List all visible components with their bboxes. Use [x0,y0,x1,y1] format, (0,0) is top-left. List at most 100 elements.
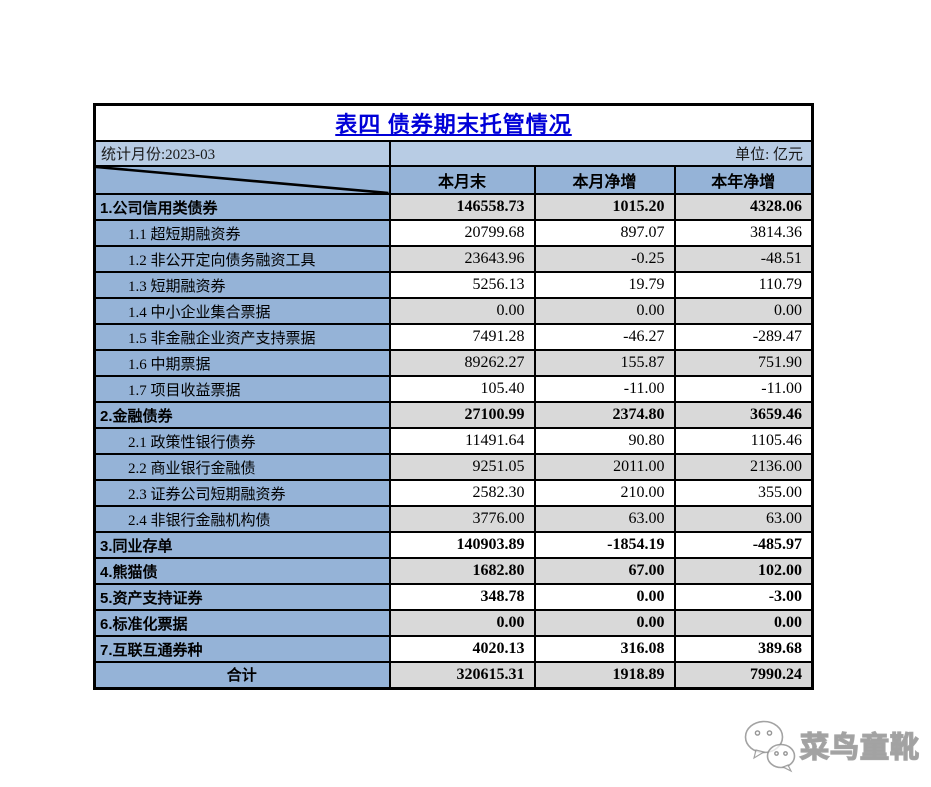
row-label: 3.同业存单 [93,531,391,559]
cell-value: 110.79 [673,271,814,299]
cell-value: 9251.05 [388,453,536,481]
wechat-icon [744,720,796,773]
cell-value: 23643.96 [388,245,536,273]
cell-value: 5256.13 [388,271,536,299]
table-row: 7.互联互通券种 4020.13 316.08 389.68 [93,635,814,663]
cell-value: 210.00 [533,479,676,507]
cell-value: 146558.73 [388,193,536,221]
row-label: 1.3 短期融资券 [93,271,391,299]
cell-value: 348.78 [388,583,536,611]
cell-value: 3659.46 [673,401,814,429]
row-label: 1.公司信用类债券 [93,193,391,221]
col-header-month-end: 本月末 [388,165,536,195]
title-row: 表四 债券期末托管情况 [93,103,814,142]
table-row: 4.熊猫债 1682.80 67.00 102.00 [93,557,814,585]
table-body: 1.公司信用类债券 146558.73 1015.20 4328.06 1.1 超短期融… [93,193,814,689]
row-label: 1.4 中小企业集合票据 [93,297,391,325]
cell-value: 0.00 [673,609,814,637]
cell-value: 155.87 [533,349,676,377]
column-header-row: 本月末 本月净增 本年净增 [93,165,814,195]
cell-value: -11.00 [533,375,676,403]
watermark: 菜鸟童靴 [742,712,928,778]
table-row: 1.7 项目收益票据 105.40 -11.00 -11.00 [93,375,814,403]
table-title-cell: 表四 债券期末托管情况 [93,103,814,142]
cell-value: 1105.46 [673,427,814,455]
cell-value: 89262.27 [388,349,536,377]
cell-value: 67.00 [533,557,676,585]
cell-value: 7491.28 [388,323,536,351]
table-row: 1.1 超短期融资券 20799.68 897.07 3814.36 [93,219,814,247]
diagonal-header-cell [93,165,391,195]
col-header-month-net-increase: 本月净增 [533,165,676,195]
table-row: 2.1 政策性银行债券 11491.64 90.80 1105.46 [93,427,814,455]
row-label: 1.6 中期票据 [93,349,391,377]
cell-value: 19.79 [533,271,676,299]
table-row: 1.6 中期票据 89262.27 155.87 751.90 [93,349,814,377]
cell-value: -11.00 [673,375,814,403]
cell-value: 320615.31 [388,661,536,689]
page-title: 表四 债券期末托管情况 [335,112,572,137]
row-label: 2.金融债券 [93,401,391,429]
cell-value: 2374.80 [533,401,676,429]
meta-row: 统计月份:2023-03 单位: 亿元 [93,140,814,167]
row-label: 7.互联互通券种 [93,635,391,663]
cell-value: -3.00 [673,583,814,611]
cell-value: 27100.99 [388,401,536,429]
cell-value: 4020.13 [388,635,536,663]
col-header-year-net-increase: 本年净增 [673,165,814,195]
row-label: 4.熊猫债 [93,557,391,585]
cell-value: -289.47 [673,323,814,351]
row-label: 1.7 项目收益票据 [93,375,391,403]
row-label: 5.资产支持证券 [93,583,391,611]
cell-value: 20799.68 [388,219,536,247]
row-label: 1.5 非金融企业资产支持票据 [93,323,391,351]
row-label: 1.1 超短期融资券 [93,219,391,247]
cell-value: 2011.00 [533,453,676,481]
row-label: 6.标准化票据 [93,609,391,637]
table-row: 2.金融债券 27100.99 2374.80 3659.46 [93,401,814,429]
table-row: 2.2 商业银行金融债 9251.05 2011.00 2136.00 [93,453,814,481]
table-row: 1.2 非公开定向债务融资工具 23643.96 -0.25 -48.51 [93,245,814,273]
table-row: 1.3 短期融资券 5256.13 19.79 110.79 [93,271,814,299]
cell-value: 0.00 [533,609,676,637]
cell-value: -48.51 [673,245,814,273]
cell-value: 0.00 [533,583,676,611]
cell-value: 389.68 [673,635,814,663]
cell-value: 105.40 [388,375,536,403]
cell-value: 897.07 [533,219,676,247]
row-label: 2.3 证券公司短期融资券 [93,479,391,507]
cell-value: 1015.20 [533,193,676,221]
table-row: 5.资产支持证券 348.78 0.00 -3.00 [93,583,814,611]
total-row: 合计 320615.31 1918.89 7990.24 [93,661,814,689]
table-row: 2.3 证券公司短期融资券 2582.30 210.00 355.00 [93,479,814,507]
cell-value: 1918.89 [533,661,676,689]
cell-value: 2582.30 [388,479,536,507]
cell-value: 0.00 [388,609,536,637]
bond-custody-table: 表四 债券期末托管情况 统计月份:2023-03 单位: 亿元 本月末 本月净增… [93,103,815,690]
stat-month-label: 统计月份:2023-03 [93,140,391,167]
cell-value: 1682.80 [388,557,536,585]
row-label: 1.2 非公开定向债务融资工具 [93,245,391,273]
cell-value: 90.80 [533,427,676,455]
cell-value: 63.00 [533,505,676,533]
table-row: 3.同业存单 140903.89 -1854.19 -485.97 [93,531,814,559]
table-row: 1.5 非金融企业资产支持票据 7491.28 -46.27 -289.47 [93,323,814,351]
cell-value: 11491.64 [388,427,536,455]
unit-label: 单位: 亿元 [388,140,814,167]
cell-value: 0.00 [673,297,814,325]
cell-value: 316.08 [533,635,676,663]
cell-value: 2136.00 [673,453,814,481]
cell-value: 0.00 [388,297,536,325]
cell-value: -46.27 [533,323,676,351]
table-row: 1.4 中小企业集合票据 0.00 0.00 0.00 [93,297,814,325]
cell-value: -1854.19 [533,531,676,559]
cell-value: -0.25 [533,245,676,273]
row-label: 2.4 非银行金融机构债 [93,505,391,533]
table-row: 2.4 非银行金融机构债 3776.00 63.00 63.00 [93,505,814,533]
cell-value: 0.00 [533,297,676,325]
cell-value: 4328.06 [673,193,814,221]
table-row: 1.公司信用类债券 146558.73 1015.20 4328.06 [93,193,814,221]
cell-value: 7990.24 [673,661,814,689]
cell-value: 3776.00 [388,505,536,533]
